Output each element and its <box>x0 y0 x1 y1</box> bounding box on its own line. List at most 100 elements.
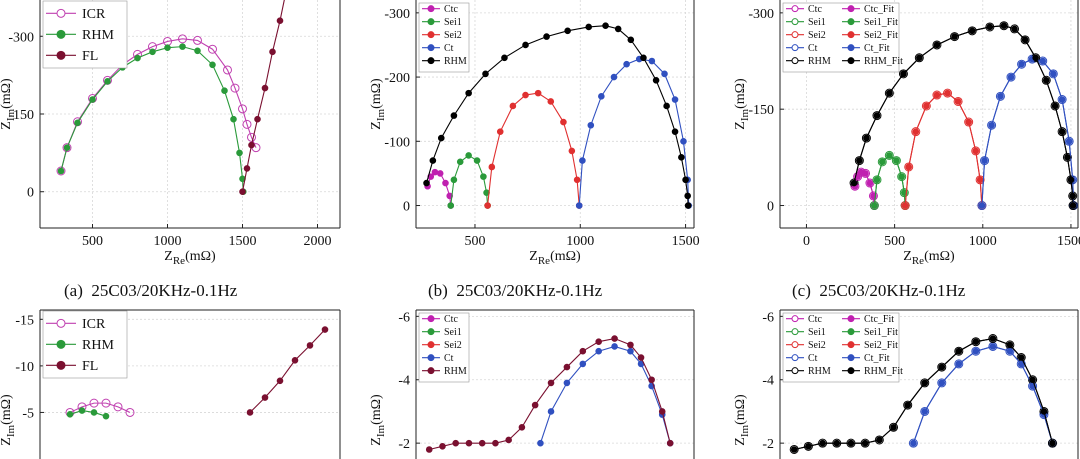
data-point-Ct <box>648 57 656 65</box>
x-axis-label-b: ZRe(mΩ) <box>529 249 581 267</box>
legend-marker-Ctc <box>427 315 435 323</box>
data-point-RHM <box>482 70 489 78</box>
data-point-ICR <box>223 65 232 75</box>
data-point-RHM <box>666 439 674 447</box>
legend-label-Ct: Ct <box>808 353 818 364</box>
legend-marker-Sei2 <box>427 31 435 39</box>
data-point-Ctc <box>436 170 444 177</box>
data-point-Sei2 <box>496 128 504 135</box>
series-line-RHM <box>60 46 244 192</box>
legend-marker-Sei2 <box>791 31 799 39</box>
chart-e: -2 -4 -6 ZIm(mΩ) Ctc Sei1 Sei2 Ct RHM <box>369 309 695 459</box>
chart-a: 0 -150 -300 500 1000 1500 2000 ZIm(mΩ) ZRe(mΩ) IC… <box>0 0 341 267</box>
data-point-ICR <box>208 44 217 54</box>
data-point-Ct_Fit <box>972 347 980 355</box>
legend-marker-Ct <box>427 354 435 362</box>
data-point-RHM <box>66 411 74 418</box>
plot-area-c <box>849 21 1078 211</box>
data-point-Sei2_Fit <box>933 91 941 99</box>
legend-marker-RHM <box>56 29 66 39</box>
data-point-ICR <box>101 398 111 408</box>
data-point-Ct_Fit <box>1039 57 1047 65</box>
y-tick-label-a: -150 <box>8 108 34 123</box>
data-point-Sei2_Fit <box>923 102 930 110</box>
data-point-ICR <box>125 407 135 417</box>
data-point-RHM <box>1020 35 1030 45</box>
x-axis-label-a: ZRe(mΩ) <box>164 249 216 267</box>
legend-marker-ICR <box>56 8 66 18</box>
data-point-Sei2_Fit <box>954 98 962 105</box>
data-point-Ct <box>547 408 555 415</box>
legend-marker-Ctc <box>427 5 435 13</box>
data-point-Sei1_Fit <box>878 158 886 166</box>
data-point-RHM <box>640 54 647 62</box>
chart-c: 0 -150 -300 0 500 1000 1500 ZIm(mΩ) ZRe(mΩ) Ctc Se… <box>733 0 1080 267</box>
x-tick-label-c: 1000 <box>969 234 997 249</box>
y-tick-label-e: -6 <box>398 310 410 325</box>
y-axis-label-b: ZIm(mΩ) <box>369 78 387 130</box>
plot-area-d <box>65 326 329 420</box>
series-line-Sei2 <box>487 92 580 206</box>
legend-label-Sei1_Fit: Sei1_Fit <box>864 327 898 338</box>
data-point-RHM <box>78 407 86 414</box>
x-tick-label-a: 1500 <box>229 234 257 249</box>
data-point-RHM <box>595 338 602 346</box>
data-point-RHM_Fit <box>921 379 929 387</box>
legend-c: Ctc Sei1 Sei2 Ct RHM Ctc_Fit Sei1_Fit Sei2_Fit C… <box>782 2 903 73</box>
data-point-RHM <box>874 435 884 445</box>
data-point-Ct <box>1017 59 1027 69</box>
data-point-RHM <box>884 88 894 98</box>
legend-marker-Sei1_Fit <box>847 18 855 26</box>
legend-marker-Sei2 <box>427 341 435 349</box>
data-point-RHM_Fit <box>989 335 997 342</box>
caption-b-label: (b) <box>428 281 448 300</box>
y-tick-label-c: -300 <box>748 7 774 22</box>
legend-marker-RHM <box>427 367 435 375</box>
y-tick-label-b: 0 <box>403 200 410 215</box>
data-point-Ct <box>920 406 930 416</box>
legend-label-Sei1_Fit: Sei1_Fit <box>864 17 898 28</box>
plot-area-b <box>423 22 693 209</box>
data-point-RHM_Fit <box>1017 354 1025 361</box>
data-point-Ct <box>537 439 544 447</box>
data-point-RHM_Fit <box>790 446 798 453</box>
data-point-Ct <box>575 202 583 209</box>
data-point-Ct_Fit <box>1006 347 1014 355</box>
legend-marker-Ctc_Fit <box>847 315 855 323</box>
series-line-ICR <box>69 402 131 413</box>
legend-marker-Sei2_Fit <box>847 31 855 39</box>
y-tick-label-c: 0 <box>767 200 774 215</box>
data-point-RHM_Fit <box>900 70 907 78</box>
legend-marker-Sei1_Fit <box>847 328 855 336</box>
data-point-ICR <box>113 402 123 412</box>
data-point-FL <box>248 141 255 149</box>
data-point-Ct_Fit <box>997 93 1004 100</box>
data-point-RHM <box>518 423 526 431</box>
legend-label-Sei1: Sei1 <box>444 327 462 338</box>
legend-marker-Ct <box>791 354 799 362</box>
data-point-Sei1 <box>473 157 481 164</box>
data-point-RHM <box>932 40 942 50</box>
data-point-RHM_Fit <box>861 439 869 447</box>
data-point-RHM <box>465 89 472 97</box>
legend-label-Sei2: Sei2 <box>444 30 462 41</box>
legend-marker-RHM_Fit <box>847 367 855 375</box>
data-point-RHM_Fit <box>833 439 841 447</box>
data-point-Ct <box>611 343 618 350</box>
y-tick-label-a: 0 <box>27 186 34 201</box>
data-point-RHM <box>102 412 110 420</box>
data-point-Ct <box>661 70 668 78</box>
data-point-ICR <box>230 83 240 93</box>
legend-label-Ctc: Ctc <box>444 4 458 15</box>
data-point-Sei1_Fit <box>893 157 900 164</box>
data-point-RHM <box>505 436 512 444</box>
data-point-Sei1_Fit <box>871 202 878 209</box>
data-point-ICR <box>193 35 202 45</box>
caption-a: (a) 25C03/20KHz-0.1Hz <box>64 281 237 301</box>
legend-marker-Ctc_Fit <box>847 5 855 13</box>
data-point-RHM <box>89 96 96 103</box>
data-point-RHM <box>478 439 486 447</box>
data-point-FL <box>269 48 276 56</box>
data-point-Sei2 <box>573 176 581 184</box>
legend-label-FL: FL <box>82 49 98 64</box>
